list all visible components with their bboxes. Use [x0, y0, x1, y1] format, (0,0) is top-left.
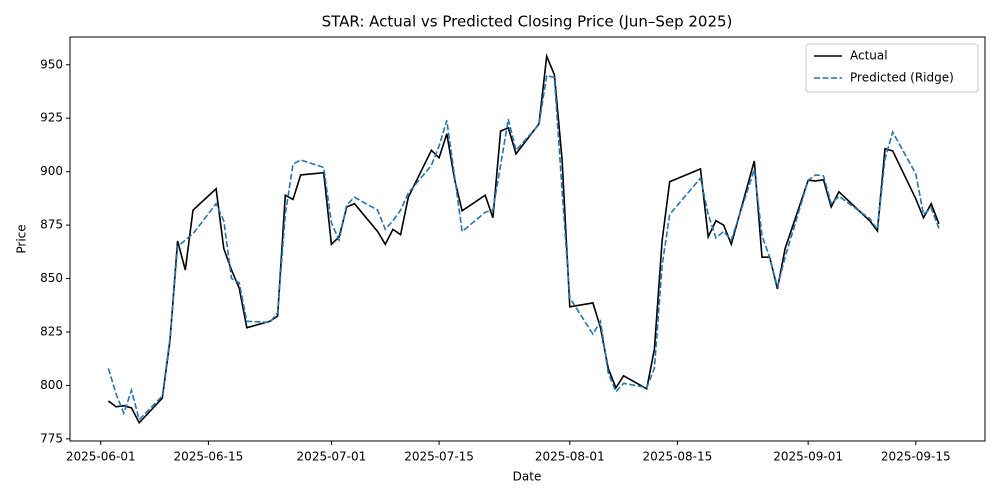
y-tick-label: 875	[40, 218, 63, 232]
x-tick-label: 2025-08-01	[535, 450, 605, 464]
chart-title: STAR: Actual vs Predicted Closing Price …	[322, 13, 733, 31]
legend-box	[805, 43, 979, 93]
legend-label: Predicted (Ridge)	[850, 71, 954, 85]
x-tick-label: 2025-07-01	[297, 450, 367, 464]
x-tick-label: 2025-09-15	[881, 450, 951, 464]
x-axis-label: Date	[513, 470, 542, 484]
line-series	[107, 74, 940, 422]
y-axis-label: Price	[15, 224, 29, 253]
x-tick-label: 2025-09-01	[773, 450, 843, 464]
x-tick-label: 2025-06-15	[174, 450, 244, 464]
x-tick-label: 2025-07-15	[404, 450, 474, 464]
x-tick-label: 2025-06-01	[66, 450, 136, 464]
y-tick-label: 850	[40, 271, 63, 285]
x-tick-label: 2025-08-15	[643, 450, 713, 464]
y-tick-label: 775	[40, 431, 63, 445]
plot-frame	[69, 36, 986, 442]
y-tick-label: 800	[40, 378, 63, 392]
legend-label: Actual	[850, 49, 888, 63]
y-tick-label: 950	[40, 57, 63, 71]
y-tick-label: 925	[40, 111, 63, 125]
y-tick-label: 900	[40, 164, 63, 178]
y-tick-label: 825	[40, 324, 63, 338]
